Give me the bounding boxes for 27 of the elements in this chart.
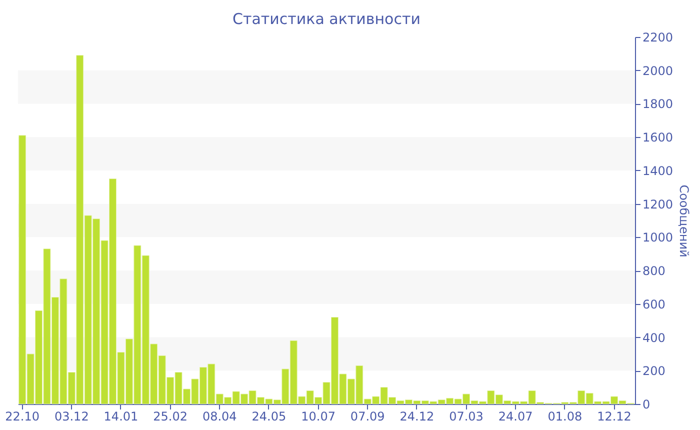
y-tick-label: 2000: [642, 64, 674, 78]
y-tick-label: 2200: [642, 30, 674, 44]
x-tick-label: 03.12: [54, 410, 89, 424]
x-tick-label: 25.02: [153, 410, 188, 424]
y-tick-label: 800: [642, 264, 666, 278]
y-tick-label: 1600: [642, 130, 674, 145]
x-tick-label: 14.01: [104, 410, 138, 424]
y-axis-title: Сообщений: [677, 184, 692, 258]
y-tick-label: 1200: [642, 197, 674, 212]
x-tick-label: 07.03: [449, 410, 484, 424]
x-tick-label: 12.12: [597, 410, 632, 424]
x-tick-label: 01.08: [548, 410, 582, 424]
y-tick-label: 1000: [642, 230, 674, 245]
x-tick-label: 24.12: [400, 410, 434, 424]
x-tick-label: 24.05: [252, 410, 286, 424]
y-tick-label: 200: [642, 364, 666, 378]
x-tick-label: 22.10: [5, 410, 40, 424]
x-tick-label: 10.07: [301, 410, 336, 424]
y-tick-label: 0: [642, 398, 650, 412]
y-tick-label: 600: [642, 297, 666, 312]
x-tick-label: 07.09: [350, 410, 385, 424]
chart-title: Статистика активности: [232, 10, 420, 28]
y-tick-label: 400: [642, 330, 666, 345]
x-tick-label: 24.07: [498, 410, 533, 424]
y-tick-label: 1800: [642, 97, 674, 112]
y-tick-label: 1400: [642, 164, 674, 178]
x-tick-label: 08.04: [202, 410, 237, 424]
